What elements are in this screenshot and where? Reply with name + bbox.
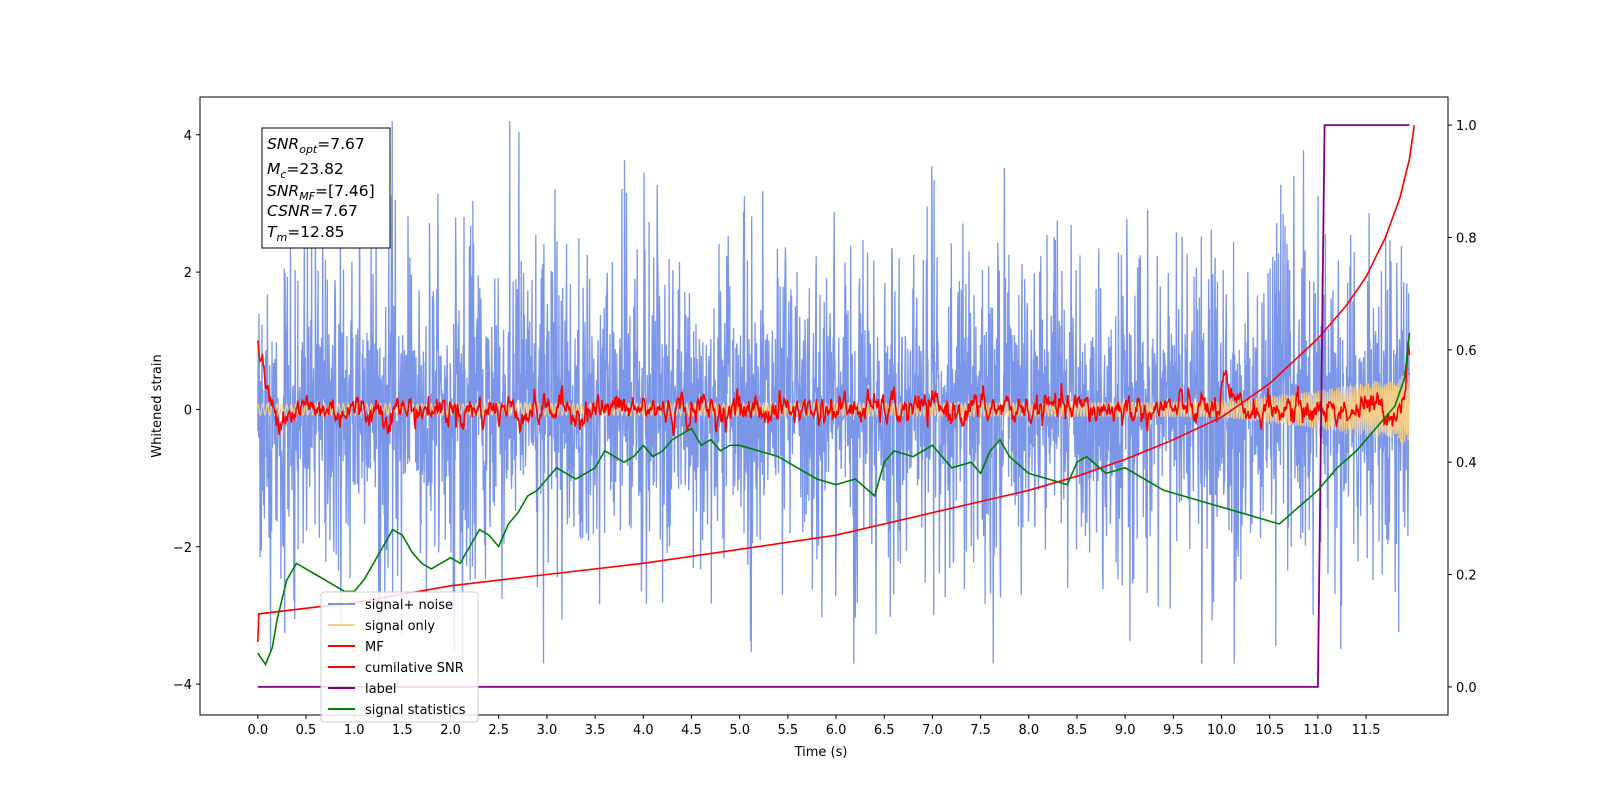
y-left-tick-label: −4 — [173, 678, 192, 693]
x-tick-label: 0.0 — [247, 723, 268, 738]
x-tick-label: 9.0 — [1115, 723, 1136, 738]
series-label — [257, 124, 1410, 688]
x-tick-label: 11.0 — [1303, 723, 1332, 738]
y-left-tick-label: 2 — [184, 266, 192, 281]
info-box: SNRopt=7.67 Mc=23.82 SNRMF=[7.46] CSNR=7… — [261, 127, 391, 249]
y-right-tick-label: 0.8 — [1456, 231, 1477, 246]
x-tick-label: 8.0 — [1018, 723, 1039, 738]
y-left-tick-label: −2 — [173, 541, 192, 556]
x-tick-label: 1.0 — [344, 723, 365, 738]
x-tick-label: 8.5 — [1067, 723, 1088, 738]
x-tick-label: 0.5 — [296, 723, 317, 738]
legend-label-cumulative-snr: cumilative SNR — [365, 661, 464, 676]
x-tick-label: 2.0 — [440, 723, 461, 738]
x-tick-label: 9.5 — [1163, 723, 1184, 738]
x-tick-label: 1.5 — [392, 723, 413, 738]
x-tick-label: 5.0 — [729, 723, 750, 738]
legend: signal+ noise signal only MF cumilative … — [320, 591, 479, 723]
x-tick-label: 7.0 — [922, 723, 943, 738]
x-tick-label: 4.0 — [633, 723, 654, 738]
y-left-tick-label: 4 — [184, 129, 192, 144]
plot-frame — [199, 96, 1449, 716]
y-right-tick-label: 0.2 — [1456, 569, 1477, 584]
series-layer — [257, 120, 1416, 688]
x-tick-label: 2.5 — [488, 723, 509, 738]
legend-label-label: label — [365, 682, 396, 697]
legend-label-signal-only: signal only — [365, 619, 435, 634]
y-right-tick-label: 0.0 — [1456, 681, 1477, 696]
x-tick-label: 5.5 — [778, 723, 799, 738]
y-right-tick-label: 0.4 — [1456, 456, 1477, 471]
y-right-tick-label: 1.0 — [1456, 119, 1477, 134]
x-tick-label: 10.0 — [1207, 723, 1236, 738]
info-csnr: CSNR=7.67 — [267, 202, 358, 220]
x-axis: 0.0 0.5 1.0 1.5 2.0 2.5 3.0 3.5 4.0 4.5 5.0 5.5 6.0 6… — [247, 715, 1381, 738]
y-axis-label: Whitened strain — [150, 354, 165, 457]
info-snr-opt: SNRopt=7.67 — [267, 135, 365, 156]
legend-label-mf: MF — [365, 640, 384, 655]
info-mc: Mc=23.82 — [267, 160, 344, 181]
x-tick-label: 4.5 — [681, 723, 702, 738]
x-tick-label: 10.5 — [1255, 723, 1284, 738]
x-tick-label: 3.5 — [585, 723, 606, 738]
y-left-tick-label: 0 — [184, 403, 192, 418]
series-signal-statistics — [257, 332, 1411, 667]
x-tick-label: 6.5 — [874, 723, 895, 738]
series-cumulative-snr — [257, 124, 1416, 643]
series-signal-noise — [257, 120, 1411, 664]
y-axis-left: −4 −2 0 2 4 — [173, 129, 200, 693]
legend-label-signal-noise: signal+ noise — [365, 598, 453, 613]
y-right-tick-label: 0.6 — [1456, 344, 1477, 359]
x-axis-label: Time (s) — [794, 745, 848, 760]
x-tick-label: 11.5 — [1352, 723, 1381, 738]
x-tick-label: 7.5 — [970, 723, 991, 738]
legend-label-signal-statistics: signal statistics — [365, 703, 466, 718]
info-tm: Tm=12.85 — [267, 223, 345, 244]
x-tick-label: 3.0 — [537, 723, 558, 738]
y-axis-right: 0.0 0.2 0.4 0.6 0.8 1.0 — [1448, 119, 1477, 696]
x-tick-label: 6.0 — [826, 723, 847, 738]
series-mf — [257, 340, 1411, 437]
info-snr-mf: SNRMF=[7.46] — [267, 182, 375, 203]
